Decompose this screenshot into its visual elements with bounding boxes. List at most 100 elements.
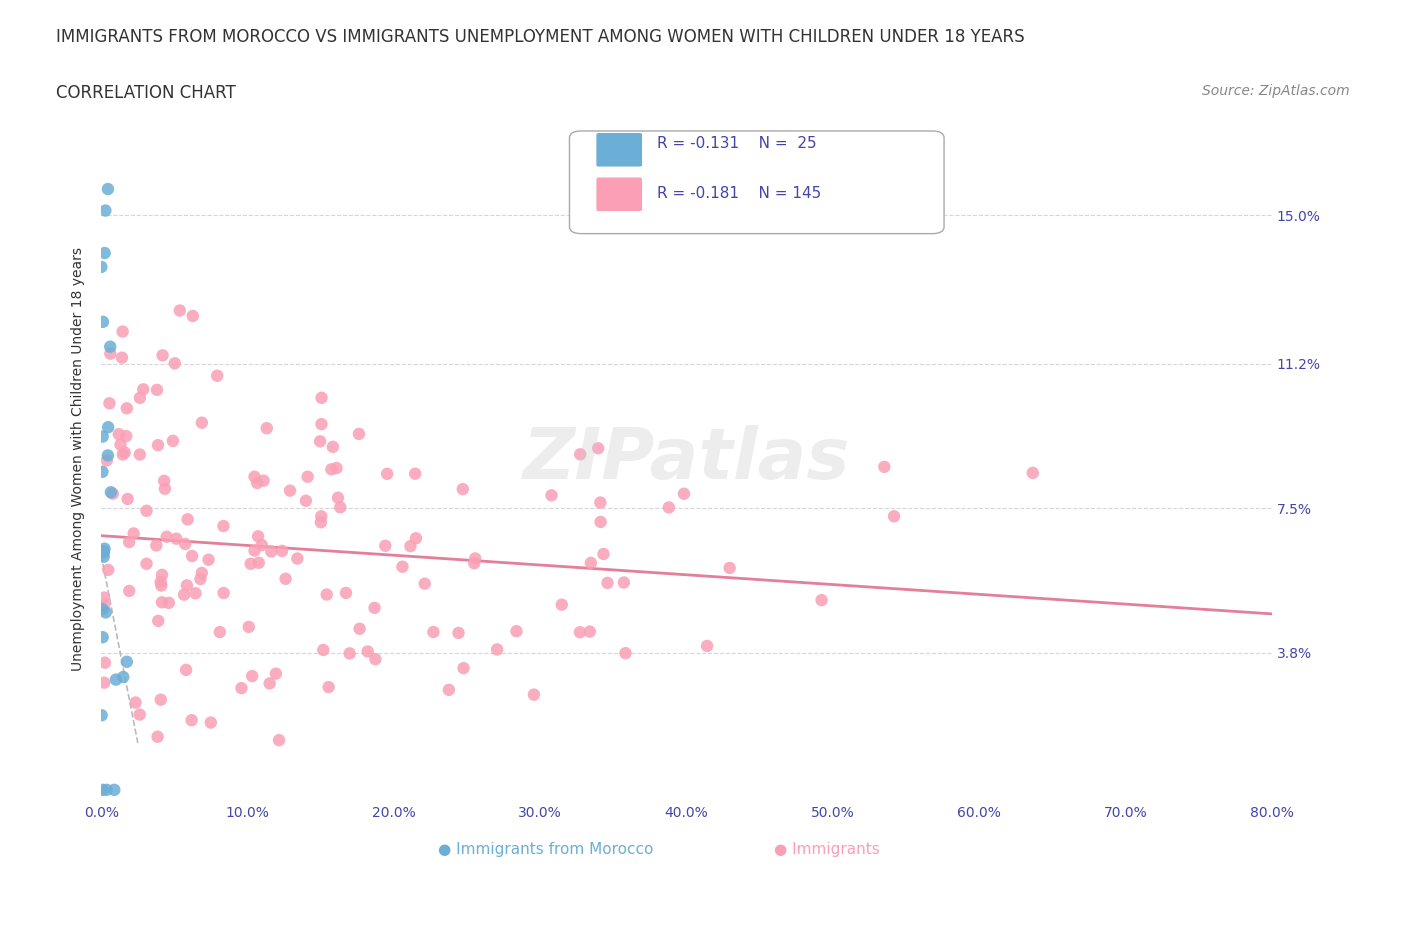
Text: CORRELATION CHART: CORRELATION CHART	[56, 84, 236, 101]
Point	[267, 733, 290, 748]
Point	[124, 695, 146, 710]
Point	[97, 448, 120, 463]
Point	[374, 538, 396, 553]
Point	[589, 495, 612, 510]
FancyBboxPatch shape	[596, 133, 643, 166]
Y-axis label: Unemployment Among Women with Children Under 18 years: Unemployment Among Women with Children U…	[72, 247, 86, 671]
Point	[163, 356, 186, 371]
Point	[191, 415, 214, 430]
Point	[718, 561, 741, 576]
Point	[111, 325, 134, 339]
Point	[1022, 465, 1045, 480]
Point	[312, 643, 335, 658]
Point	[112, 670, 135, 684]
Point	[145, 538, 167, 553]
Point	[150, 578, 173, 593]
Point	[184, 586, 207, 601]
Point	[100, 485, 122, 499]
Point	[114, 445, 136, 460]
Point	[148, 614, 170, 629]
Text: ● Immigrants: ● Immigrants	[775, 842, 880, 857]
Point	[297, 470, 319, 485]
Point	[135, 556, 157, 571]
Point	[243, 470, 266, 485]
Point	[578, 624, 600, 639]
Point	[115, 655, 138, 670]
Point	[287, 551, 309, 566]
Point	[405, 531, 427, 546]
Point	[96, 453, 118, 468]
Point	[696, 639, 718, 654]
Point	[569, 446, 592, 461]
Point	[90, 259, 112, 274]
Point	[422, 625, 444, 640]
Point	[174, 662, 197, 677]
Point	[104, 672, 127, 687]
Point	[259, 676, 281, 691]
Point	[295, 493, 318, 508]
Point	[505, 624, 527, 639]
Point	[318, 680, 340, 695]
Point	[111, 447, 134, 462]
Point	[93, 675, 115, 690]
Text: R = -0.131    N =  25: R = -0.131 N = 25	[657, 136, 817, 151]
Point	[162, 433, 184, 448]
Point	[613, 575, 636, 590]
Point	[329, 499, 352, 514]
Point	[149, 692, 172, 707]
Text: Source: ZipAtlas.com: Source: ZipAtlas.com	[1202, 84, 1350, 98]
Point	[486, 642, 509, 657]
Point	[309, 434, 332, 449]
Point	[208, 625, 231, 640]
Point	[156, 529, 179, 544]
Point	[122, 526, 145, 541]
Text: ZIPatlas: ZIPatlas	[523, 425, 851, 494]
Point	[93, 591, 115, 605]
Point	[464, 551, 486, 565]
Point	[212, 586, 235, 601]
Point	[672, 486, 695, 501]
Point	[93, 550, 115, 565]
Point	[191, 565, 214, 580]
Point	[523, 687, 546, 702]
Point	[94, 656, 117, 671]
Point	[91, 602, 114, 617]
Point	[98, 346, 121, 361]
Point	[810, 592, 832, 607]
Point	[238, 619, 260, 634]
Point	[658, 500, 681, 515]
Point	[540, 488, 562, 503]
Point	[264, 666, 287, 681]
Point	[231, 681, 253, 696]
Point	[90, 708, 112, 723]
Point	[271, 543, 294, 558]
Text: ● Immigrants from Morocco: ● Immigrants from Morocco	[439, 842, 654, 857]
Point	[98, 339, 121, 354]
Point	[150, 567, 173, 582]
Point	[146, 382, 169, 397]
Point	[173, 587, 195, 602]
Point	[93, 246, 115, 260]
Point	[614, 645, 637, 660]
Point	[335, 586, 357, 601]
Point	[128, 447, 150, 462]
Point	[174, 537, 197, 551]
Point	[247, 529, 270, 544]
Point	[118, 583, 141, 598]
Point	[181, 549, 204, 564]
Point	[176, 512, 198, 526]
Point	[93, 598, 115, 613]
Point	[197, 552, 219, 567]
Point	[129, 391, 152, 405]
Point	[111, 351, 134, 365]
Point	[98, 396, 121, 411]
FancyBboxPatch shape	[569, 131, 943, 233]
Point	[135, 503, 157, 518]
Point	[579, 555, 602, 570]
Point	[883, 509, 905, 524]
Point	[200, 715, 222, 730]
Point	[91, 630, 114, 644]
Point	[190, 572, 212, 587]
Point	[94, 203, 117, 218]
Point	[115, 429, 138, 444]
